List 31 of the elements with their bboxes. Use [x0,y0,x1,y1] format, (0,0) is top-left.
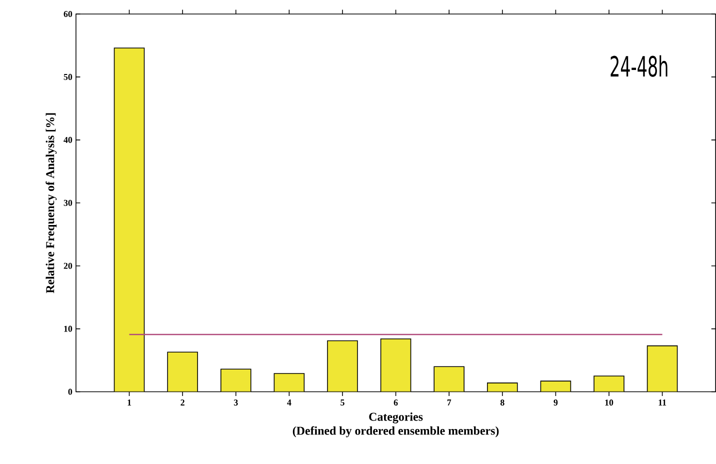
y-tick-label: 40 [64,137,72,144]
bar [646,346,678,392]
x-tick-label: 2 [180,400,184,406]
bar [168,352,198,392]
annotation: 24-48h [610,55,668,77]
x-tick-label: 9 [554,400,558,406]
bar [274,373,305,392]
bar [434,366,464,392]
x-tick-label: 6 [394,400,398,406]
y-tick-label: 50 [64,74,72,80]
x-tick-label: 11 [658,400,666,406]
bar [540,381,571,392]
y-tick-label: 20 [64,262,72,270]
bar [327,340,358,392]
bar [114,48,145,392]
y-tick-label: 30 [64,200,72,206]
x-tick-label: 3 [234,400,238,406]
x-tick-label: 1 [128,400,132,406]
y-tick-label: 60 [64,11,72,18]
y-tick-label: 0 [68,388,72,395]
x-tick-label: 5 [340,400,344,406]
y-axis-title: Relative Frequency of Analysis [%] [46,113,57,294]
x-tick-label: 8 [500,400,504,406]
x-tick-label: 4 [287,400,292,406]
x-tick-label: 10 [605,400,614,406]
x-tick-label: 7 [447,400,452,406]
x-axis-title: Categories (Defined by ordered ensemble members) [292,412,499,438]
bar [380,338,412,392]
y-tick-label: 10 [64,326,72,332]
bar [594,376,624,392]
bar [220,368,252,392]
